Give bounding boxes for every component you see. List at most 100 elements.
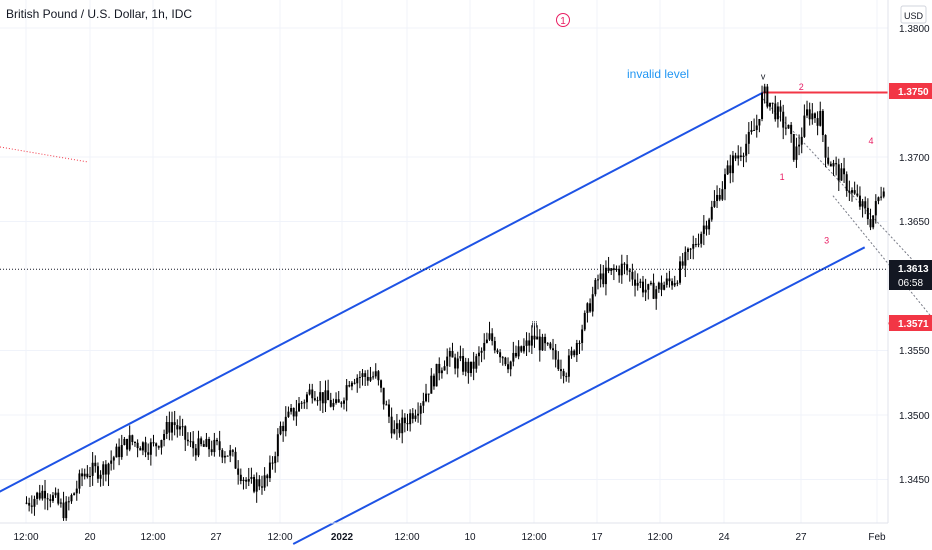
candle-body (626, 264, 629, 271)
candle-body (673, 283, 676, 286)
candle-body (118, 446, 121, 458)
candle-body (425, 393, 428, 402)
candle-body (676, 282, 679, 284)
candle-body (567, 355, 570, 377)
candle-body (216, 439, 218, 442)
candle-body (28, 502, 31, 506)
candle-body (168, 421, 171, 433)
wave-label: 1 (780, 172, 785, 182)
candle-body (287, 411, 290, 417)
candle-body (493, 341, 496, 351)
candle-body (366, 376, 369, 381)
candle-body (559, 369, 562, 372)
candle-body (544, 336, 547, 344)
candle-body (99, 474, 102, 479)
candle-body (432, 375, 435, 387)
currency-button[interactable] (900, 5, 927, 24)
candle-body (163, 434, 166, 441)
candle-body (456, 358, 459, 369)
time-tick: 27 (795, 532, 807, 543)
candle-body (594, 280, 597, 295)
candle-body (880, 196, 883, 198)
candle-body (59, 502, 62, 504)
candle-body (422, 401, 425, 406)
candle-body (488, 333, 491, 340)
candle-body (509, 361, 512, 370)
candle-body (501, 357, 504, 359)
candle-body (599, 273, 602, 280)
candle-body (237, 468, 240, 475)
high-price-label-bg (889, 83, 932, 99)
candle-body (205, 438, 208, 447)
time-tick: 20 (84, 532, 96, 543)
candle-body (742, 155, 745, 158)
candle-body (411, 413, 414, 419)
candle-body (686, 248, 689, 252)
candle-body (345, 385, 348, 401)
candle-body (189, 441, 192, 443)
candle-body (721, 189, 724, 200)
candle-body (475, 356, 478, 369)
candle-body (110, 460, 113, 464)
candle-body (176, 425, 179, 430)
candle-body (649, 282, 652, 285)
wave-label: 4 (869, 136, 874, 146)
time-axis[interactable]: 12:00 20 12:00 27 12:00 2022 12:00 10 12… (13, 532, 886, 543)
price-axis[interactable]: 1.3800 1.3700 1.3650 1.3550 1.3500 1.345… (889, 24, 932, 486)
candle-body (104, 464, 107, 475)
candle-body (657, 282, 660, 290)
candle-body (73, 493, 76, 496)
candle-body (282, 425, 285, 432)
candle-body (438, 363, 441, 374)
candle-body (387, 404, 390, 417)
wave-labels: viii24135(A)(B)(C)ABC (532, 72, 874, 330)
candle-body (602, 273, 605, 285)
candle-body (221, 450, 224, 458)
candle-body (652, 282, 655, 299)
candle-body (131, 435, 134, 442)
candle-body (882, 191, 885, 197)
candle-body (835, 163, 838, 165)
candle-body (689, 248, 692, 250)
candle-body (821, 110, 824, 136)
candle-body (139, 448, 142, 451)
candle-body (419, 405, 422, 414)
channel-line (0, 91, 764, 493)
candle-body (353, 382, 356, 384)
candle-body (832, 163, 835, 167)
candlestick-series (25, 83, 885, 521)
candle-body (226, 455, 229, 457)
candle-body (552, 348, 555, 351)
candle-body (771, 102, 774, 104)
candle-body (83, 473, 86, 477)
candle-body (877, 197, 880, 202)
candle-body (792, 134, 795, 160)
price-tick: 1.3800 (899, 24, 930, 35)
candle-body (565, 376, 568, 378)
candle-body (853, 190, 856, 194)
time-tick: 12:00 (394, 532, 419, 543)
current-price-label: 1.3613 (898, 264, 929, 275)
candle-body (575, 343, 578, 356)
candle-body (65, 501, 68, 519)
price-tick: 1.3500 (899, 411, 930, 422)
candle-body (200, 438, 203, 445)
candle-body (472, 361, 475, 369)
candle-body (155, 443, 158, 447)
candle-body (46, 498, 49, 500)
wave-circle-marker (556, 13, 570, 27)
time-tick: 10 (464, 532, 476, 543)
candle-body (171, 422, 174, 433)
candle-body (562, 371, 565, 377)
time-tick: 12:00 (647, 532, 672, 543)
time-tick-year: 2022 (331, 532, 354, 543)
candle-body (745, 143, 748, 156)
candle-body (250, 476, 253, 479)
candle-body (784, 127, 787, 129)
low-price-label-bg (889, 315, 932, 331)
candle-body (623, 263, 626, 265)
candle-body (316, 400, 319, 402)
candle-body (483, 342, 486, 351)
